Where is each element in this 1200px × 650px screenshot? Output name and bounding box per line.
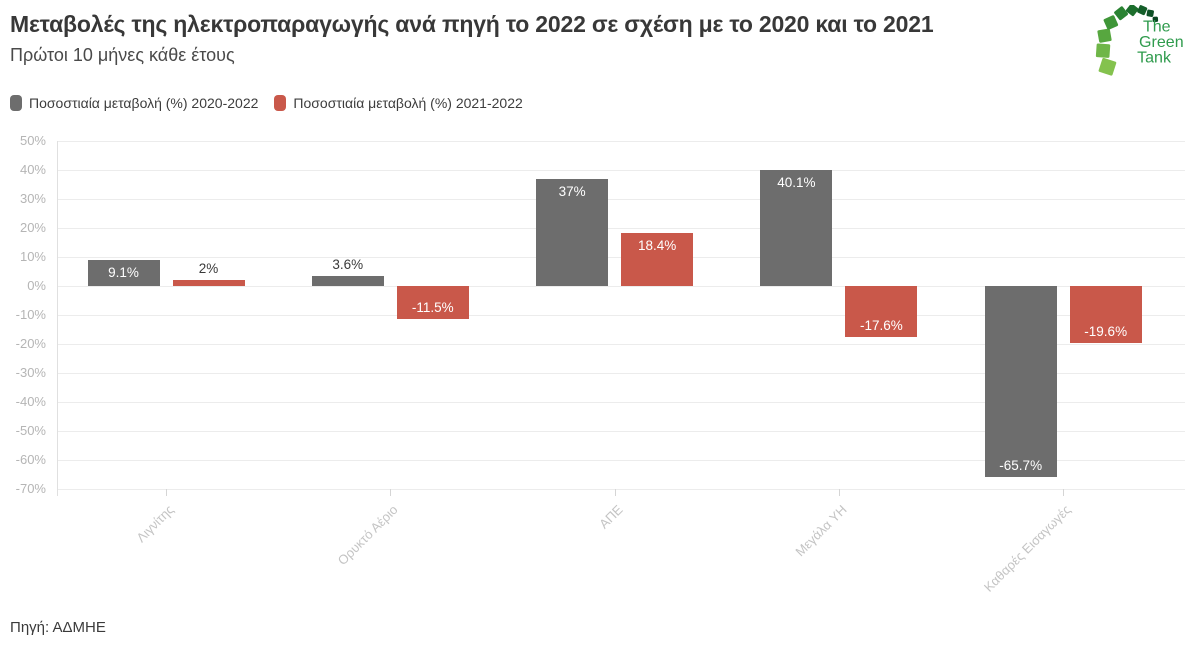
logo-square (1098, 57, 1117, 76)
y-tick-label: -40% (15, 394, 46, 409)
legend-label: Ποσοστιαία μεταβολή (%) 2021-2022 (293, 95, 523, 111)
gridline (57, 373, 1185, 374)
logo-square (1146, 9, 1154, 17)
bar-value-label: 3.6% (332, 256, 364, 272)
bar-2020-2022[interactable] (984, 286, 1057, 477)
bar-value-label: -19.6% (1084, 323, 1128, 339)
logo-square (1114, 6, 1128, 21)
bar-value-label: -65.7% (999, 457, 1043, 473)
green-tank-logo[interactable]: The Green Tank (1092, 3, 1190, 77)
bar-2021-2022[interactable] (845, 286, 918, 338)
y-tick-label: -10% (15, 307, 46, 322)
gridline (57, 170, 1185, 171)
y-tick-label: 50% (19, 133, 46, 148)
gridline (57, 315, 1185, 316)
bar-value-label: -17.6% (860, 318, 903, 334)
bar-value-label: 18.4% (637, 237, 677, 253)
logo-square (1126, 3, 1139, 17)
logo-square (1152, 16, 1159, 23)
logo-text: Tank (1137, 48, 1172, 66)
x-category-label: Ορυκτό Αέριο (334, 502, 401, 569)
x-tick (390, 489, 392, 496)
x-category-label: ΑΠΕ (595, 502, 626, 532)
legend-swatch-gray (10, 95, 22, 111)
x-category-label: Μεγάλα ΥΗ (792, 502, 850, 560)
y-tick-label: 30% (19, 191, 46, 206)
bar-value-label: 9.1% (108, 264, 139, 280)
y-axis-line (57, 141, 58, 496)
legend-item-2021-2022[interactable]: Ποσοστιαία μεταβολή (%) 2021-2022 (274, 95, 523, 111)
x-tick (166, 489, 167, 496)
legend-item-2020-2022[interactable]: Ποσοστιαία μεταβολή (%) 2020-2022 (10, 95, 258, 111)
y-tick-label: -30% (15, 365, 46, 380)
gridline (57, 141, 1185, 142)
bar-value-label: 40.1% (777, 174, 816, 190)
gridline (57, 460, 1185, 461)
bar-2020-2022[interactable] (760, 169, 833, 286)
y-tick-label: 10% (19, 249, 46, 264)
logo-square (1095, 43, 1111, 58)
bar-2021-2022[interactable] (172, 280, 245, 286)
bar-2021-2022[interactable] (396, 286, 469, 320)
page-title: Μεταβολές της ηλεκτροπαραγωγής ανά πηγή … (10, 11, 934, 37)
gridline (57, 344, 1185, 345)
logo-text: Green (1139, 33, 1184, 51)
x-category-label: Καθαρές Εισαγωγές (981, 502, 1074, 595)
bar-2020-2022[interactable] (536, 178, 609, 286)
gridline (57, 199, 1185, 200)
bar-value-label: 37% (558, 183, 586, 199)
page-subtitle: Πρώτοι 10 μήνες κάθε έτους (10, 45, 235, 65)
bar-2020-2022[interactable] (311, 275, 384, 286)
y-tick-label: -60% (15, 452, 46, 467)
x-tick (1063, 489, 1065, 496)
logo-square (1103, 15, 1119, 30)
source-note: Πηγή: ΑΔΜΗΕ (10, 619, 106, 636)
gridline (57, 286, 1185, 287)
y-tick-label: 20% (19, 220, 46, 235)
legend-swatch-red (274, 95, 287, 111)
bar-value-label: -11.5% (411, 300, 454, 316)
bar-2021-2022[interactable] (621, 232, 694, 286)
gridline (57, 489, 1185, 490)
y-tick-label: 40% (19, 162, 46, 177)
y-tick-label: 0% (27, 278, 46, 293)
gridline (57, 431, 1185, 432)
gridline (57, 402, 1185, 403)
bar-value-label: 2% (198, 261, 219, 277)
gridline (57, 228, 1185, 229)
chart-legend: Ποσοστιαία μεταβολή (%) 2020-2022 Ποσοστ… (10, 95, 523, 111)
green-tank-logo-icon: The Green Tank (1095, 3, 1184, 76)
logo-square (1097, 28, 1112, 43)
x-tick (614, 489, 616, 496)
bar-2021-2022[interactable] (1069, 286, 1142, 343)
legend-label: Ποσοστιαία μεταβολή (%) 2020-2022 (29, 95, 259, 111)
y-tick-label: -20% (15, 336, 46, 351)
x-category-label: Λιγνίτης (133, 502, 177, 546)
bar-2020-2022[interactable] (87, 259, 160, 286)
logo-square (1137, 5, 1148, 16)
y-tick-label: -70% (15, 481, 46, 496)
y-tick-label: -50% (15, 423, 46, 438)
x-tick (838, 489, 840, 496)
logo-text: The (1143, 17, 1171, 35)
gridline (57, 257, 1185, 258)
